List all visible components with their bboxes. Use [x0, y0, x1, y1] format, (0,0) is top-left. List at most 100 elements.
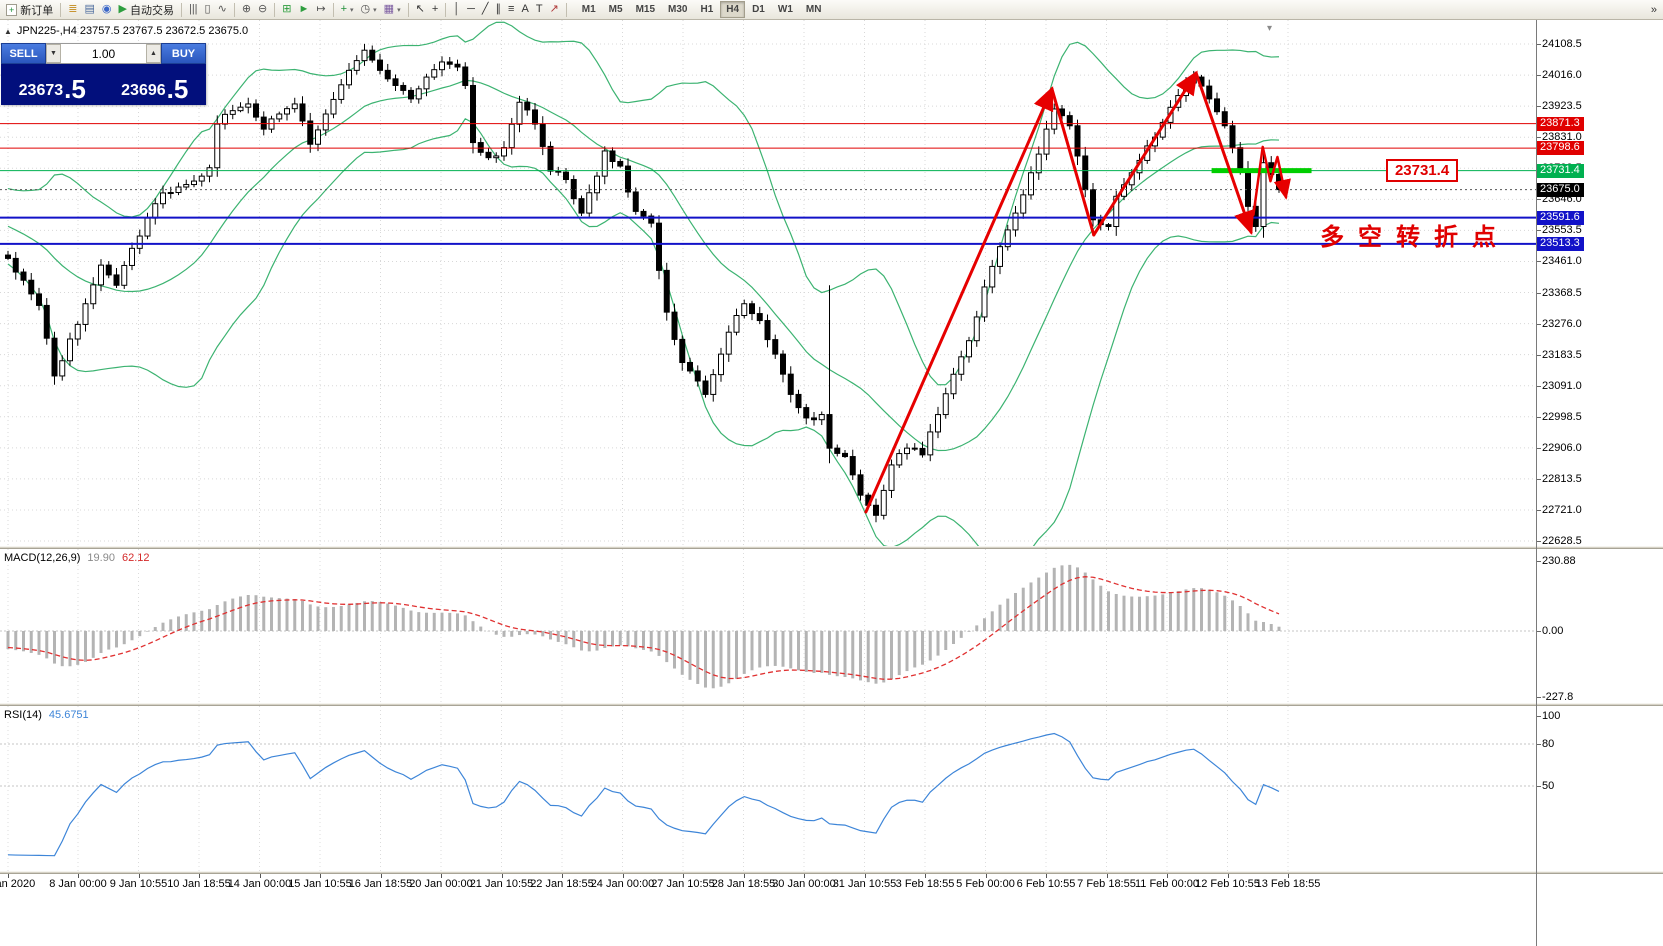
time-tick [683, 874, 684, 878]
zoom-out-button[interactable]: ⊖ [255, 1, 270, 19]
rsi-axis-label: 50 [1542, 780, 1555, 792]
panel-splitter[interactable] [0, 546, 1536, 549]
axis-tick [1537, 106, 1541, 108]
text-label-button[interactable]: T [533, 1, 546, 19]
auto-scroll-icon: ► [298, 3, 310, 15]
vertical-line-button[interactable]: │ [450, 1, 463, 19]
timeframe-w1-button[interactable]: W1 [777, 4, 793, 15]
price-chart-canvas[interactable] [0, 20, 1536, 546]
macd-axis[interactable]: 230.88 0.00 -227.8 [1537, 549, 1663, 703]
toolbar-separator [180, 2, 182, 17]
rsi-canvas[interactable] [0, 706, 1536, 871]
timeframe-h1-button[interactable]: H1 [700, 4, 714, 15]
new-order-icon: + [6, 3, 18, 16]
text-button[interactable]: A [518, 1, 531, 19]
sell-price-frac: .5 [64, 74, 86, 105]
rsi-label: RSI(14) 45.6751 [4, 709, 89, 721]
time-axis-label: 6 Feb 10:55 [1016, 878, 1076, 890]
buy-button[interactable]: BUY [161, 43, 206, 64]
annotation-text[interactable]: 多空转折点 [1320, 223, 1511, 251]
channel-button[interactable]: ∥ [493, 1, 505, 19]
price-callout[interactable]: 23731.4 [1385, 158, 1459, 182]
time-tick [138, 874, 140, 878]
price-axis[interactable]: 24108.524016.023923.523831.023738.523646… [1537, 20, 1663, 546]
cursor-button[interactable]: ↖ [413, 1, 428, 19]
data-window-button[interactable]: ▤ [81, 1, 97, 19]
horizontal-line-button[interactable]: ─ [464, 1, 478, 19]
axis-tick [1537, 199, 1541, 201]
axis-tick [1537, 630, 1541, 632]
rsi-name: RSI(14) [4, 709, 42, 721]
toolbar-separator [60, 2, 62, 17]
timeframe-m5-button[interactable]: M5 [608, 4, 623, 15]
timeframe-m15-button[interactable]: M15 [635, 4, 656, 15]
toolbar-separator [445, 2, 447, 17]
volume-decrease-button[interactable]: ▼ [46, 44, 61, 63]
one-click-toggle-icon[interactable]: ▲ [4, 26, 12, 36]
text-label-icon: T [535, 3, 543, 15]
periods-button[interactable]: ◷ ▾ [358, 1, 380, 19]
time-tick [501, 874, 503, 878]
macd-panel[interactable]: MACD(12,26,9) 19.90 62.12 [0, 549, 1536, 703]
autotrading-button[interactable]: ▶ 自动交易 [116, 1, 177, 19]
navigator-button[interactable]: ◉ [99, 1, 115, 19]
timeframe-m30-button[interactable]: M30 [668, 4, 688, 15]
rsi-panel[interactable]: RSI(14) 45.6751 [0, 706, 1536, 871]
autotrading-button-label: 自动交易 [129, 4, 174, 17]
axis-tick [1537, 561, 1541, 562]
chart-scroll-marker-icon[interactable]: ▾ [1267, 23, 1273, 34]
autotrading-play-icon: ▶ [118, 3, 127, 15]
time-tick [1046, 874, 1047, 878]
time-axis-label: 30 Jan 00:00 [772, 878, 836, 890]
vertical-line-icon: │ [453, 3, 461, 15]
crosshair-button[interactable]: + [429, 1, 441, 19]
sell-button[interactable]: SELL [1, 43, 46, 64]
price-axis-label: 23276.0 [1542, 317, 1582, 330]
indicators-button[interactable]: + ▾ [338, 1, 357, 19]
axis-tick [1537, 697, 1541, 698]
toolbar-overflow-button[interactable]: » [1650, 3, 1657, 16]
time-tick [199, 874, 200, 878]
market-watch-button[interactable]: ≣ [65, 1, 80, 19]
tile-windows-button[interactable]: ⊞ [279, 1, 294, 19]
line-chart-button[interactable]: ∿ [215, 1, 230, 19]
candlestick-chart-button[interactable]: ▯ [202, 1, 214, 19]
time-tick [8, 874, 9, 878]
chart-shift-button[interactable]: ↦ [313, 1, 328, 19]
time-tick [1227, 874, 1229, 878]
timeframe-d1-button[interactable]: D1 [752, 4, 765, 15]
timeframe-h4-button[interactable]: H4 [720, 1, 746, 18]
axis-tick [1537, 230, 1541, 232]
macd-axis-label: 230.88 [1542, 555, 1576, 567]
panel-splitter[interactable] [0, 703, 1536, 706]
panel-splitter[interactable] [0, 871, 1536, 874]
buy-price[interactable]: 23696.5 [104, 64, 207, 105]
chart-window: ▲ JPN225-,H4 23757.5 23767.5 23672.5 236… [0, 20, 1663, 946]
buy-price-frac: .5 [166, 74, 189, 105]
current-price-tag: 23675.0 [1537, 182, 1584, 197]
fibonacci-button[interactable]: ≡ [505, 1, 517, 19]
axis-tick [1537, 416, 1541, 418]
price-chart-panel[interactable]: ▲ JPN225-,H4 23757.5 23767.5 23672.5 236… [0, 20, 1536, 546]
new-order-button-label: 新订单 [20, 4, 54, 17]
rsi-axis[interactable]: 100 80 50 [1537, 706, 1663, 871]
trendline-button[interactable]: ╱ [479, 1, 492, 19]
new-order-button[interactable]: + 新订单 [3, 1, 56, 19]
bar-chart-button[interactable]: ||| [186, 1, 201, 19]
arrows-button[interactable]: ↗ [547, 1, 562, 19]
zoom-in-button[interactable]: ⊕ [239, 1, 254, 19]
volume-input[interactable]: 1.00 [91, 46, 116, 61]
time-axis-label: 9 Jan 10:55 [109, 878, 168, 890]
macd-canvas[interactable] [0, 549, 1536, 703]
timeframe-m1-button[interactable]: M1 [581, 4, 596, 15]
time-tick [259, 874, 261, 878]
sell-price[interactable]: 23673.5 [1, 64, 104, 105]
bar-chart-icon: ||| [188, 3, 198, 15]
volume-increase-button[interactable]: ▲ [146, 44, 161, 63]
timeframe-mn-button[interactable]: MN [805, 4, 822, 15]
auto-scroll-button[interactable]: ► [295, 1, 312, 19]
price-axis-label: 22721.0 [1542, 503, 1582, 516]
templates-button[interactable]: ▦ ▾ [381, 1, 404, 19]
axis-tick [1537, 478, 1541, 480]
